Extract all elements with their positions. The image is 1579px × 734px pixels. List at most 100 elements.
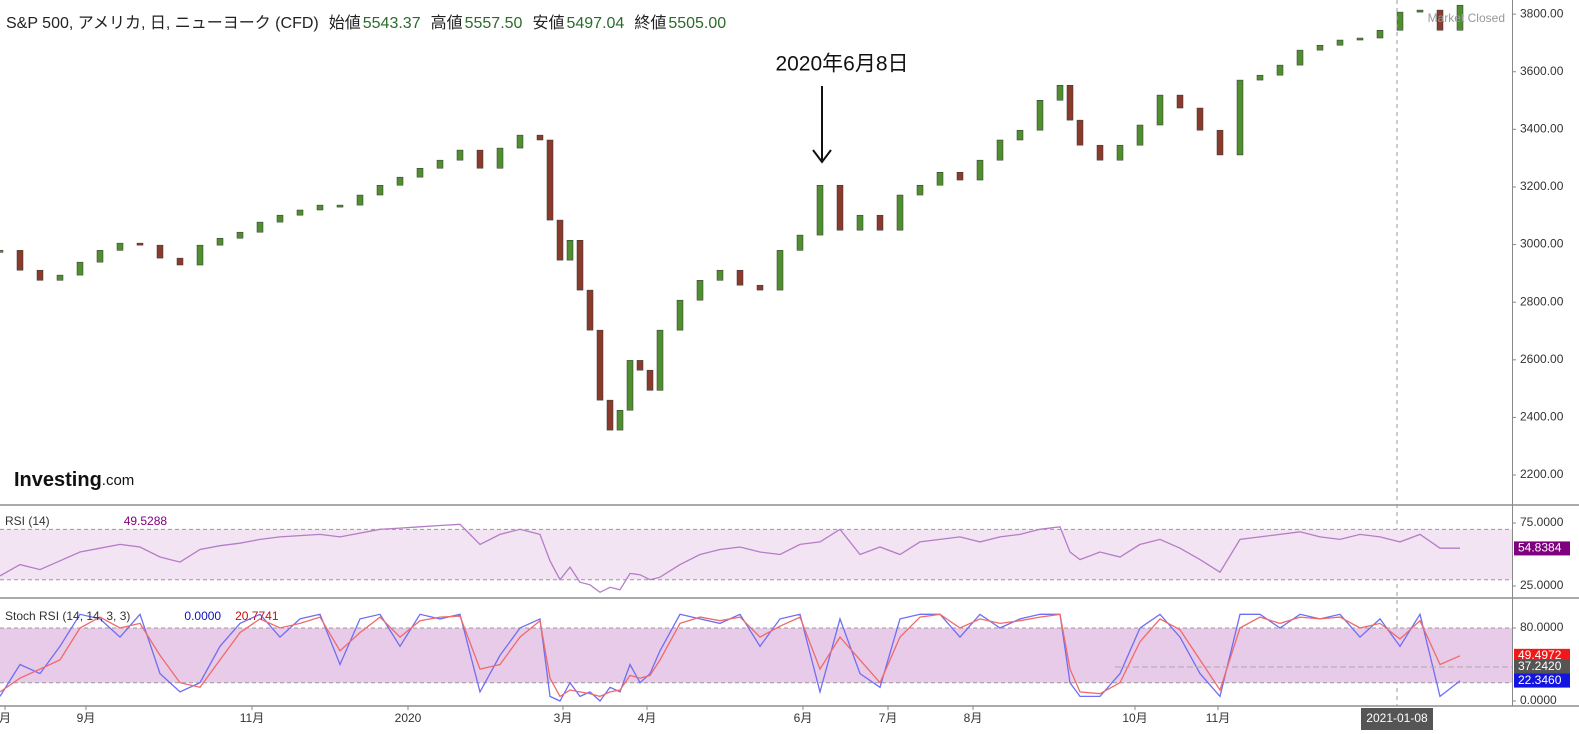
candle xyxy=(1276,64,1284,76)
band-fill xyxy=(0,529,1512,580)
ohlc-item: 安値 5497.04 xyxy=(532,9,624,33)
arrow-head xyxy=(812,149,832,164)
title: S&P 500, アメリカ, 日, ニューヨーク (CFD) xyxy=(6,15,319,32)
y-tick-label: 2400.00 xyxy=(1520,410,1564,424)
candle xyxy=(156,244,164,259)
ohlc-name: 始値 xyxy=(328,15,361,32)
indicator-line xyxy=(0,613,1461,698)
candle xyxy=(646,369,654,391)
candle xyxy=(1076,119,1084,146)
candle xyxy=(1176,94,1184,109)
candle xyxy=(976,159,984,181)
candle xyxy=(1356,37,1364,41)
candle xyxy=(336,204,344,208)
candle xyxy=(696,280,704,301)
ohlc-value: 5497.04 xyxy=(566,15,625,32)
candle xyxy=(1066,85,1074,121)
stoch-k-value: 0.0000 xyxy=(184,609,222,623)
candle xyxy=(1156,94,1164,126)
candle xyxy=(776,250,784,291)
band-fill xyxy=(0,628,1512,683)
candle xyxy=(536,134,544,141)
candle xyxy=(1016,129,1024,141)
ohlc-name: 高値 xyxy=(430,15,463,32)
candle xyxy=(1436,9,1444,31)
candle xyxy=(496,147,504,169)
ohlc-value: 5505.00 xyxy=(668,15,727,32)
candle xyxy=(796,234,804,251)
x-tick-label: 2020 xyxy=(395,711,422,725)
crosshair-label: 2021-01-08 xyxy=(1366,711,1428,725)
value-badge-label: 49.4972 xyxy=(1518,648,1562,662)
x-tick-label: 6月 xyxy=(794,711,813,725)
candle xyxy=(1196,107,1204,131)
watermark: Investing.com xyxy=(14,469,134,491)
candle xyxy=(416,167,424,178)
y-tick-label: 3000.00 xyxy=(1520,237,1564,251)
rsi-title: RSI (14) xyxy=(5,514,50,528)
ohlc-item: 高値 5557.50 xyxy=(431,9,523,33)
y-tick-label: 2600.00 xyxy=(1520,352,1564,366)
crosshair-label-bg xyxy=(1361,708,1433,730)
candle xyxy=(636,360,644,371)
stoch-d-value: 20.7741 xyxy=(235,609,279,623)
x-tick-label: 4月 xyxy=(638,711,657,725)
ohlc-value: 5543.37 xyxy=(362,15,421,32)
candle xyxy=(596,329,604,401)
y-tick-label: 75.0000 xyxy=(1520,515,1564,529)
candle xyxy=(196,244,204,266)
candle xyxy=(56,274,64,281)
value-badge-label: 22.3460 xyxy=(1518,673,1562,687)
candle xyxy=(566,240,574,261)
y-tick-label: 2200.00 xyxy=(1520,467,1564,481)
value-badge xyxy=(1514,673,1570,688)
candle xyxy=(1216,129,1224,156)
candle xyxy=(1236,79,1244,156)
candle xyxy=(586,289,594,331)
candle xyxy=(546,139,554,221)
value-badge-label: 54.8384 xyxy=(1518,541,1562,555)
candle xyxy=(476,149,484,169)
y-tick-label: 2800.00 xyxy=(1520,294,1564,308)
y-tick-label: 0.0000 xyxy=(1520,693,1557,707)
candle xyxy=(1456,4,1464,31)
candle xyxy=(656,329,664,391)
candle xyxy=(1376,29,1384,39)
x-tick-label: 8月 xyxy=(964,711,983,725)
candle xyxy=(236,231,244,239)
candle xyxy=(456,149,464,161)
rsi-legend: RSI (14) 49.5288 xyxy=(5,514,167,528)
candle xyxy=(1116,144,1124,161)
value-badge-label: 37.2420 xyxy=(1518,659,1562,673)
candle xyxy=(516,134,524,149)
candle xyxy=(316,204,324,211)
candle xyxy=(276,214,284,223)
candle xyxy=(1096,144,1104,161)
candle xyxy=(296,209,304,216)
candle xyxy=(1316,44,1324,51)
ohlc-name: 安値 xyxy=(532,15,565,32)
candle xyxy=(1036,100,1044,131)
indicator-line xyxy=(0,523,1460,594)
candle xyxy=(436,159,444,169)
y-tick-label: 80.0000 xyxy=(1520,620,1564,634)
candle xyxy=(0,250,4,253)
candle xyxy=(176,257,184,266)
value-badge xyxy=(1514,648,1570,663)
y-tick-label: 3800.00 xyxy=(1520,6,1564,20)
candle xyxy=(576,240,584,291)
candle xyxy=(626,360,634,411)
candle xyxy=(1256,74,1264,81)
candle xyxy=(816,184,824,236)
value-badge xyxy=(1514,541,1570,556)
y-tick-label: 3400.00 xyxy=(1520,122,1564,136)
value-badge xyxy=(1514,660,1570,675)
candle xyxy=(136,242,144,246)
candle xyxy=(76,261,84,276)
x-tick-label: 3月 xyxy=(554,711,573,725)
candle xyxy=(736,269,744,286)
rsi-legend-value: 49.5288 xyxy=(123,514,168,528)
ohlc-item: 終値 5505.00 xyxy=(634,9,726,33)
